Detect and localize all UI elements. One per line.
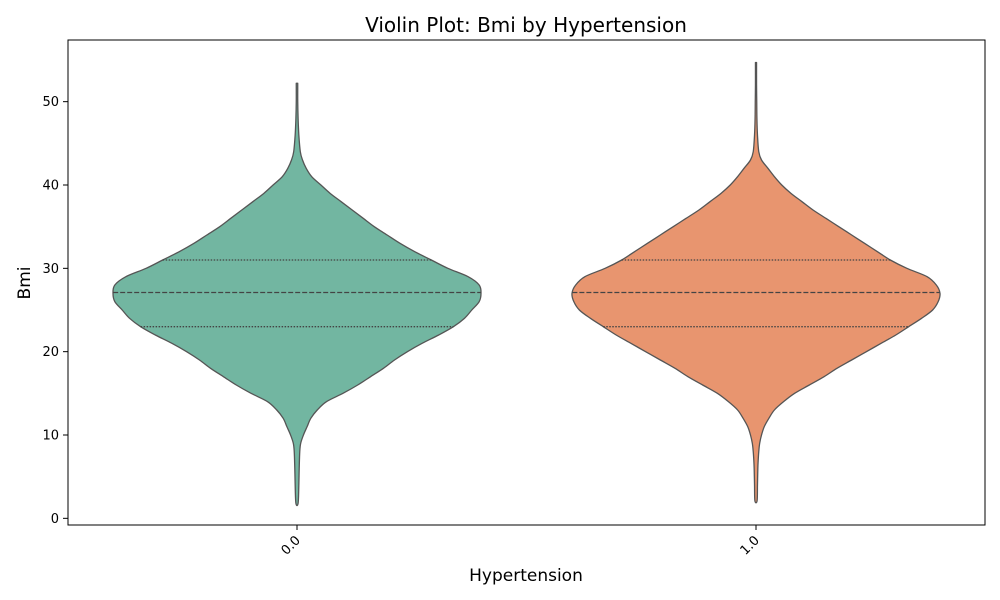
y-axis: 0 10 20 30 40 50 (42, 95, 68, 527)
violin-body-0.0 (112, 82, 482, 507)
plot-frame (67, 39, 986, 526)
y-tick-label: 40 (42, 179, 59, 194)
y-axis-label: Bmi (15, 267, 35, 300)
y-tick-label: 30 (42, 262, 59, 277)
y-tick-label: 20 (42, 345, 59, 360)
x-tick-label: 1.0 (738, 533, 763, 558)
x-tick-label: 0.0 (279, 533, 304, 558)
y-tick-label: 10 (42, 429, 59, 444)
plot-area (112, 61, 941, 507)
violin-0.0 (112, 82, 482, 507)
y-tick-label: 50 (42, 95, 59, 110)
x-axis-label: Hypertension (469, 566, 583, 586)
chart-title: Violin Plot: Bmi by Hypertension (365, 13, 687, 37)
x-axis: 0.0 1.0 (279, 525, 763, 558)
violin-1.0 (571, 61, 941, 504)
y-tick-label: 0 (51, 512, 59, 527)
violin-body-1.0 (571, 61, 941, 504)
